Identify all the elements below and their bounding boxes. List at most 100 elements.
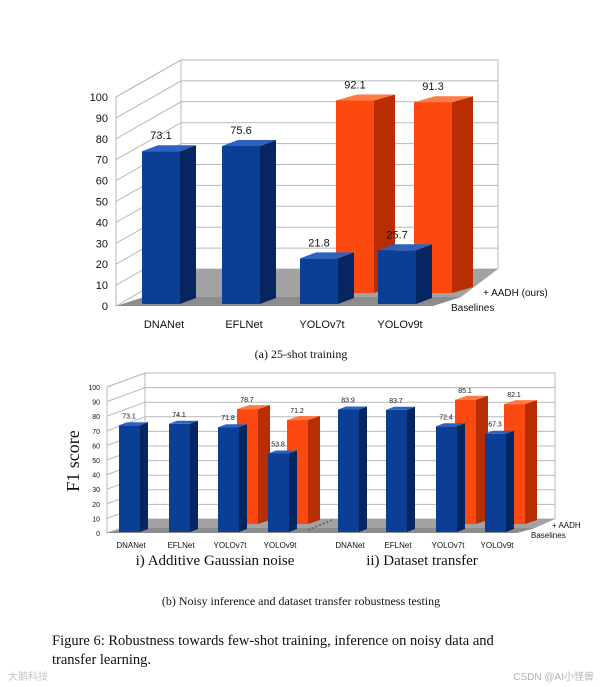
row-label-aadh: + AADH (ours)	[483, 288, 548, 299]
bar-baseline-eflnet-front	[222, 145, 260, 304]
x-tick-label: DNANet	[335, 541, 365, 550]
gridline	[106, 401, 555, 417]
y-tick-label: 80	[96, 134, 108, 146]
figure-caption-line-1: Figure 6: Robustness towards few-shot tr…	[52, 633, 495, 649]
bar-baseline-g2-eflnet-side	[407, 406, 415, 532]
bar-aadh-yolov9t-top	[414, 96, 473, 103]
bar-baseline-g1-eflnet-front	[169, 423, 190, 532]
y-tick-label: 100	[90, 92, 108, 104]
bar-baseline-yolov9t-side	[416, 244, 432, 304]
gridline	[115, 80, 498, 119]
data-label: 91.3	[422, 81, 443, 93]
y-tick-label: 60	[92, 443, 100, 450]
bar-baseline-g2-dnanet-top	[338, 406, 367, 410]
caption-a: (a) 25-shot training	[255, 347, 348, 361]
bar-baseline-yolov7t-top	[300, 252, 354, 259]
row-label-baselines: Baselines	[531, 531, 566, 540]
watermark-left: 大鹅科技	[8, 670, 48, 683]
bar-baseline-g2-yolov7t-side	[457, 423, 465, 532]
bar-baseline-g2-eflnet	[386, 406, 415, 532]
data-label: 73.1	[150, 130, 171, 142]
data-label: 25.7	[386, 229, 407, 241]
bar-aadh-yolov7t-top	[336, 94, 395, 101]
bar-baseline-dnanet-side	[180, 145, 196, 304]
bar-baseline-g2-yolov7t-front	[436, 426, 457, 532]
data-label: 82.1	[507, 392, 521, 399]
bar-baseline-dnanet	[142, 145, 196, 304]
bar-aadh-yolov7t-side	[374, 94, 395, 293]
x-tick-label: DNANet	[116, 541, 146, 550]
bar-baseline-g1-yolov9t-front	[268, 453, 289, 532]
row-label-aadh: + AADH	[552, 521, 581, 530]
y-tick-label: 30	[92, 487, 100, 494]
bar-aadh-yolov9t	[414, 96, 473, 293]
bar-baseline-g1-yolov9t	[268, 450, 297, 532]
x-tick-label: YOLOv9t	[377, 319, 422, 331]
bar-aadh-yolov7t	[336, 94, 395, 293]
y-tick-label: 60	[96, 176, 108, 188]
y-tick-label: 80	[92, 414, 100, 421]
bar-baseline-g2-yolov7t	[436, 423, 465, 532]
data-label: 92.1	[344, 80, 365, 92]
caption-b: (b) Noisy inference and dataset transfer…	[162, 594, 440, 608]
y-tick-label: 70	[92, 429, 100, 436]
group-separator	[307, 519, 333, 531]
bar-baseline-yolov9t-front	[378, 250, 416, 304]
y-tick-label: 10	[96, 280, 108, 292]
bar-baseline-g1-dnanet-front	[119, 425, 140, 532]
bar-aadh-g1-yolov9t-side	[308, 416, 320, 524]
y-tick-label: 20	[96, 259, 108, 271]
gridline	[106, 372, 555, 388]
y-tick-label: 20	[92, 502, 100, 509]
y-tick-label: 40	[92, 473, 100, 480]
bar-baseline-g2-eflnet-top	[386, 406, 415, 410]
data-label: 53.8	[271, 441, 285, 448]
bar-baseline-g1-yolov9t-top	[268, 450, 297, 454]
y-tick-label: 10	[92, 516, 100, 523]
y-tick-label: 30	[96, 238, 108, 250]
bar-baseline-g2-yolov9t-side	[506, 430, 514, 532]
y-tick-label: 0	[96, 531, 100, 538]
bar-baseline-g1-yolov7t-side	[239, 424, 247, 532]
y-tick-label: 90	[96, 113, 108, 125]
data-label: 85.1	[458, 388, 472, 395]
x-tick-label: EFLNet	[167, 541, 195, 550]
bar-baseline-g1-dnanet-top	[119, 422, 148, 426]
bar-aadh-g2-yolov7t-top	[455, 395, 488, 400]
bar-baseline-eflnet-side	[260, 140, 276, 304]
bar-baseline-eflnet-top	[222, 140, 276, 146]
y-tick-label: 50	[96, 197, 108, 209]
bar-aadh-yolov9t-side	[452, 96, 473, 293]
bar-baseline-g1-yolov7t-front	[218, 427, 239, 532]
bar-baseline-dnanet-front	[142, 151, 180, 304]
y-tick-label: 0	[102, 301, 108, 313]
bar-baseline-yolov9t-top	[378, 244, 432, 251]
data-label: 74.1	[172, 412, 186, 419]
data-label: 83.7	[389, 398, 403, 405]
data-label: 72.4	[439, 414, 453, 421]
bar-baseline-g1-eflnet-top	[169, 420, 198, 424]
bar-aadh-g2-yolov9t-side	[525, 400, 537, 524]
x-tick-label: YOLOv7t	[299, 319, 344, 331]
data-label: 83.9	[341, 398, 355, 405]
y-tick-label: 40	[96, 217, 108, 229]
bar-aadh-g1-yolov7t-side	[258, 405, 270, 524]
bar-baseline-g1-eflnet	[169, 420, 198, 532]
data-label: 73.1	[122, 413, 136, 420]
bar-baseline-yolov9t	[378, 244, 432, 304]
bar-baseline-g1-yolov7t-top	[218, 424, 247, 428]
bar-baseline-g2-yolov9t-top	[485, 430, 514, 434]
floor-front-row	[116, 297, 461, 306]
group-label-dataset-transfer: ii) Dataset transfer	[366, 553, 478, 569]
bar-aadh-g1-yolov7t-top	[237, 405, 270, 410]
data-label: 71.2	[290, 408, 304, 415]
y-tick-label: 70	[96, 155, 108, 167]
bar-baseline-yolov7t-front	[300, 258, 338, 304]
figure-caption-line-2: transfer learning.	[52, 652, 151, 668]
bar-baseline-g2-eflnet-front	[386, 409, 407, 532]
data-label: 71.8	[221, 415, 235, 422]
gridline	[106, 387, 555, 403]
bar-baseline-g1-dnanet	[119, 422, 148, 532]
data-label: 21.8	[308, 237, 329, 249]
